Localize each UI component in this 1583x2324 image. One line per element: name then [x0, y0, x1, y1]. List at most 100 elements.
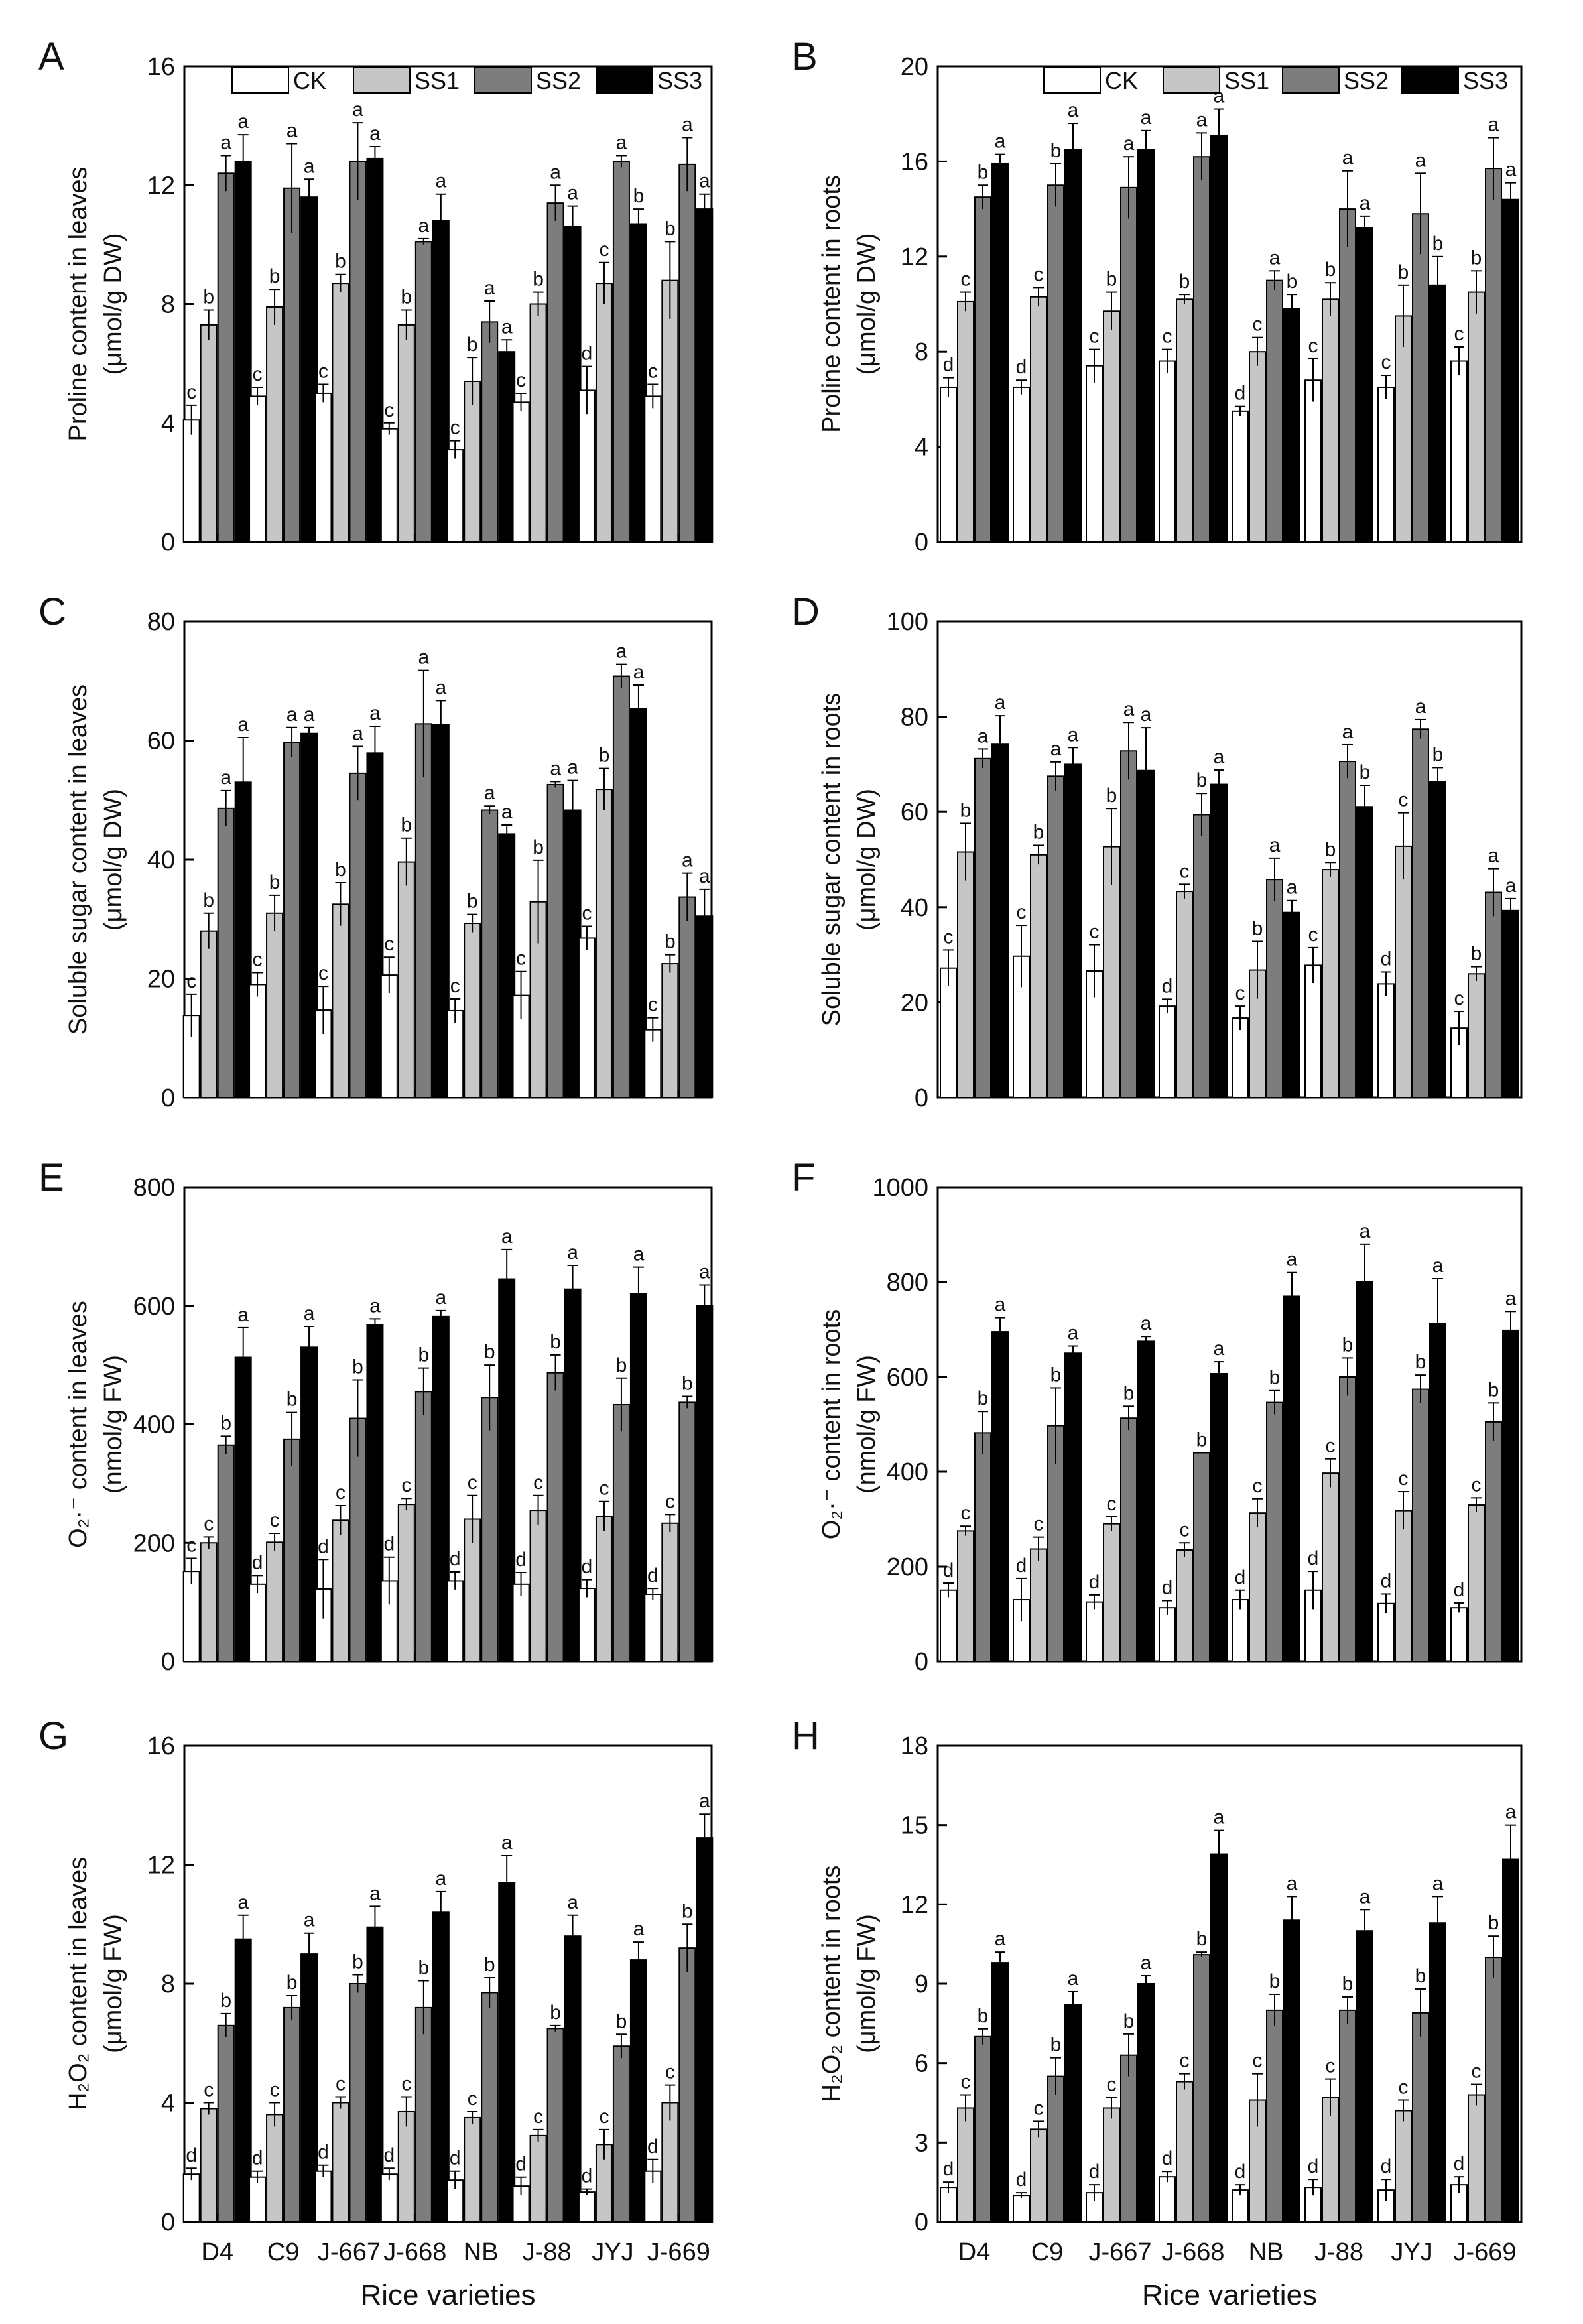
significance-letter: d: [1089, 2161, 1100, 2183]
significance-letter: c: [1090, 921, 1100, 943]
significance-letter: a: [995, 1928, 1006, 1950]
bar-ss1: [332, 283, 349, 543]
significance-letter: c: [516, 369, 526, 391]
y-tick-label: 60: [901, 799, 928, 826]
significance-letter: d: [1089, 1571, 1100, 1593]
bar-ss2: [974, 2035, 991, 2223]
significance-letter: c: [1472, 2061, 1482, 2083]
x-tick-label: J-667: [318, 2238, 381, 2266]
significance-letter: c: [648, 994, 658, 1016]
bar-ss2: [1193, 156, 1210, 543]
significance-letter: a: [286, 704, 298, 726]
significance-letter: b: [484, 1954, 495, 1976]
significance-letter: a: [995, 131, 1006, 153]
significance-letter: c: [468, 2088, 477, 2110]
y-tick-label: 80: [901, 704, 928, 732]
bar-ss2: [414, 1391, 432, 1662]
significance-letter: b: [550, 2002, 561, 2024]
panel-F: F 0 200 400 600 800 1000 O₂·⁻ content in roots(…: [792, 1156, 1523, 1676]
bar-ss1: [1030, 2128, 1047, 2223]
bar-ck: [249, 395, 267, 543]
y-tick-label: 16: [901, 148, 928, 176]
significance-letter: b: [418, 1957, 429, 1979]
significance-letter: d: [383, 2144, 395, 2166]
y-tick-label: 4: [161, 410, 175, 438]
significance-letter: a: [435, 1287, 446, 1309]
significance-letter: c: [599, 239, 609, 261]
significance-letter: a: [1123, 698, 1135, 720]
bar-ss2: [217, 1444, 235, 1662]
y-tick-label: 0: [915, 1648, 928, 1676]
bar-ck: [380, 974, 398, 1098]
significance-letter: a: [1141, 704, 1152, 726]
significance-letter: b: [1488, 1912, 1499, 1934]
y-tick-label: 60: [147, 728, 175, 755]
y-axis-label: Proline content in roots: [818, 175, 846, 433]
significance-letter: d: [1454, 1579, 1465, 1601]
y-axis-label-unit: (nmol/g FW): [99, 1355, 127, 1494]
bar-ss1: [332, 1519, 349, 1663]
bar-ss1: [1468, 973, 1485, 1098]
significance-letter: d: [1162, 2148, 1173, 2169]
bar-ck: [644, 395, 662, 543]
y-tick-label: 6: [915, 2050, 928, 2078]
bar-ck: [1013, 2195, 1030, 2223]
legend-label: CK: [293, 67, 326, 94]
significance-letter: c: [533, 2106, 543, 2128]
bar-ss3: [498, 1882, 516, 2223]
bar-ss1: [397, 861, 415, 1098]
y-tick-label: 12: [901, 243, 928, 271]
legend-swatch-ss1: [1163, 67, 1220, 94]
bar-ck: [182, 419, 200, 543]
legend-label: SS1: [414, 67, 460, 94]
bar-ss2: [1047, 775, 1064, 1098]
bar-ss1: [1176, 1549, 1193, 1663]
significance-letter: c: [318, 360, 328, 382]
bar-ck: [314, 392, 332, 543]
significance-letter: c: [1308, 924, 1318, 946]
significance-letter: b: [978, 1388, 989, 1409]
significance-letter: d: [1235, 1567, 1246, 1588]
significance-letter: c: [944, 926, 954, 948]
bar-ss1: [1103, 1523, 1120, 1662]
bar-ck: [1086, 365, 1103, 543]
bar-ss1: [1249, 1512, 1266, 1663]
significance-letter: d: [1016, 1555, 1027, 1577]
bar-ss3: [1210, 134, 1228, 543]
bar-ss3: [1210, 783, 1228, 1099]
bar-ck: [1377, 983, 1395, 1098]
bar-ss3: [1283, 911, 1300, 1098]
significance-letter: b: [533, 269, 544, 290]
y-tick-label: 3: [915, 2129, 928, 2157]
y-tick-label: 600: [133, 1293, 175, 1321]
bar-ss2: [1120, 750, 1137, 1098]
significance-letter: d: [1454, 2153, 1465, 2175]
significance-letter: a: [1505, 875, 1517, 897]
significance-letter: d: [647, 2136, 659, 2158]
significance-letter: d: [1162, 975, 1173, 997]
significance-letter: d: [1381, 1570, 1392, 1592]
y-axis-label-unit: (μmol/g FW): [99, 1914, 127, 2053]
bar-ss1: [661, 2102, 679, 2223]
significance-letter: c: [204, 1513, 214, 1535]
significance-letter: d: [582, 343, 593, 365]
bar-ck: [578, 937, 596, 1098]
significance-letter: a: [220, 131, 231, 153]
significance-letter: a: [1287, 1249, 1298, 1271]
bar-ss3: [1064, 1352, 1082, 1662]
bar-ck: [446, 449, 464, 543]
y-tick-label: 15: [901, 1812, 928, 1840]
bar-ss1: [1468, 2094, 1485, 2223]
significance-letter: a: [1432, 1255, 1444, 1277]
bar-ck: [1159, 2176, 1176, 2223]
bar-ss3: [1356, 227, 1373, 543]
significance-letter: b: [682, 1372, 693, 1394]
significance-letter: b: [1360, 761, 1371, 783]
significance-letter: c: [186, 381, 196, 403]
significance-letter: a: [1068, 1968, 1079, 1990]
significance-letter: a: [550, 161, 561, 183]
bar-ss3: [1137, 149, 1155, 543]
significance-letter: a: [1488, 845, 1499, 867]
significance-letter: c: [516, 948, 526, 970]
